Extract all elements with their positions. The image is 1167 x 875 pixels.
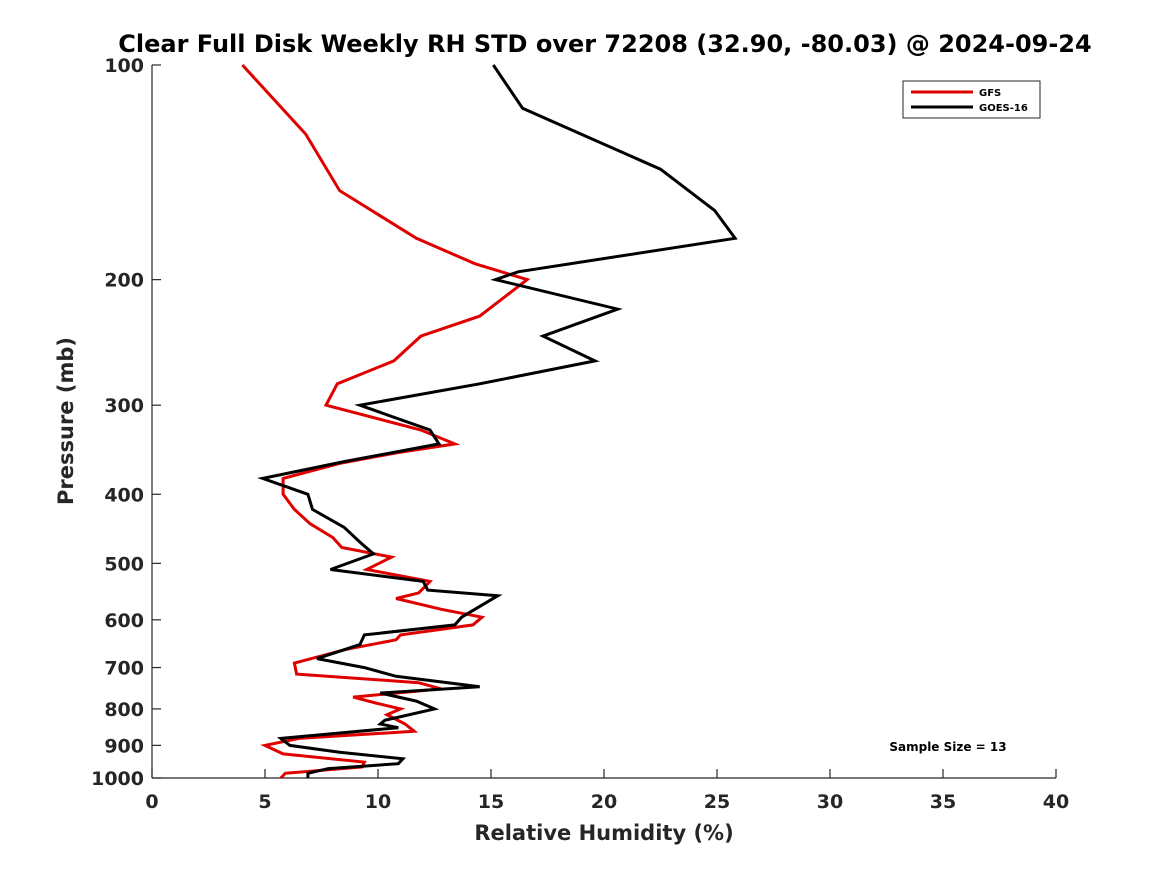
- x-tick-label: 35: [930, 791, 956, 813]
- x-tick-label: 20: [591, 791, 617, 813]
- x-tick-label: 10: [365, 791, 391, 813]
- y-tick-label: 500: [104, 553, 144, 575]
- x-tick-label: 30: [817, 791, 843, 813]
- y-tick-label: 700: [104, 658, 144, 680]
- x-tick-label: 40: [1043, 791, 1069, 813]
- series-layer: [241, 63, 738, 780]
- y-tick-label: 300: [104, 395, 144, 417]
- series-line-goes-16: [257, 64, 738, 778]
- y-tick-label: 900: [104, 735, 144, 757]
- y-tick-label: 200: [104, 270, 144, 292]
- chart-title: Clear Full Disk Weekly RH STD over 72208…: [118, 30, 1091, 58]
- legend-label: GFS: [979, 88, 1001, 99]
- y-tick-label: 800: [104, 699, 144, 721]
- legend-box: [902, 80, 1041, 119]
- y-axis-label: Pressure (mb): [54, 337, 78, 505]
- y-tick-label: 1000: [91, 768, 144, 790]
- series-line-gfs: [241, 63, 531, 780]
- x-tick-label: 15: [478, 791, 504, 813]
- sample-size-annotation: Sample Size = 13: [889, 740, 1006, 754]
- y-tick-label: 600: [104, 610, 144, 632]
- legend: GFS GOES-16: [902, 80, 1041, 119]
- x-tick-label: 25: [704, 791, 730, 813]
- legend-label: GOES-16: [979, 103, 1028, 114]
- y-tick-label: 100: [104, 55, 144, 77]
- x-tick-label: 0: [145, 791, 158, 813]
- axes: 0 5 10 15 20 25 30 35 40 100 200 300 400 500 600 700 800…: [91, 55, 1069, 813]
- x-axis-label: Relative Humidity (%): [474, 821, 733, 845]
- x-tick-label: 5: [258, 791, 271, 813]
- y-tick-label: 400: [104, 484, 144, 506]
